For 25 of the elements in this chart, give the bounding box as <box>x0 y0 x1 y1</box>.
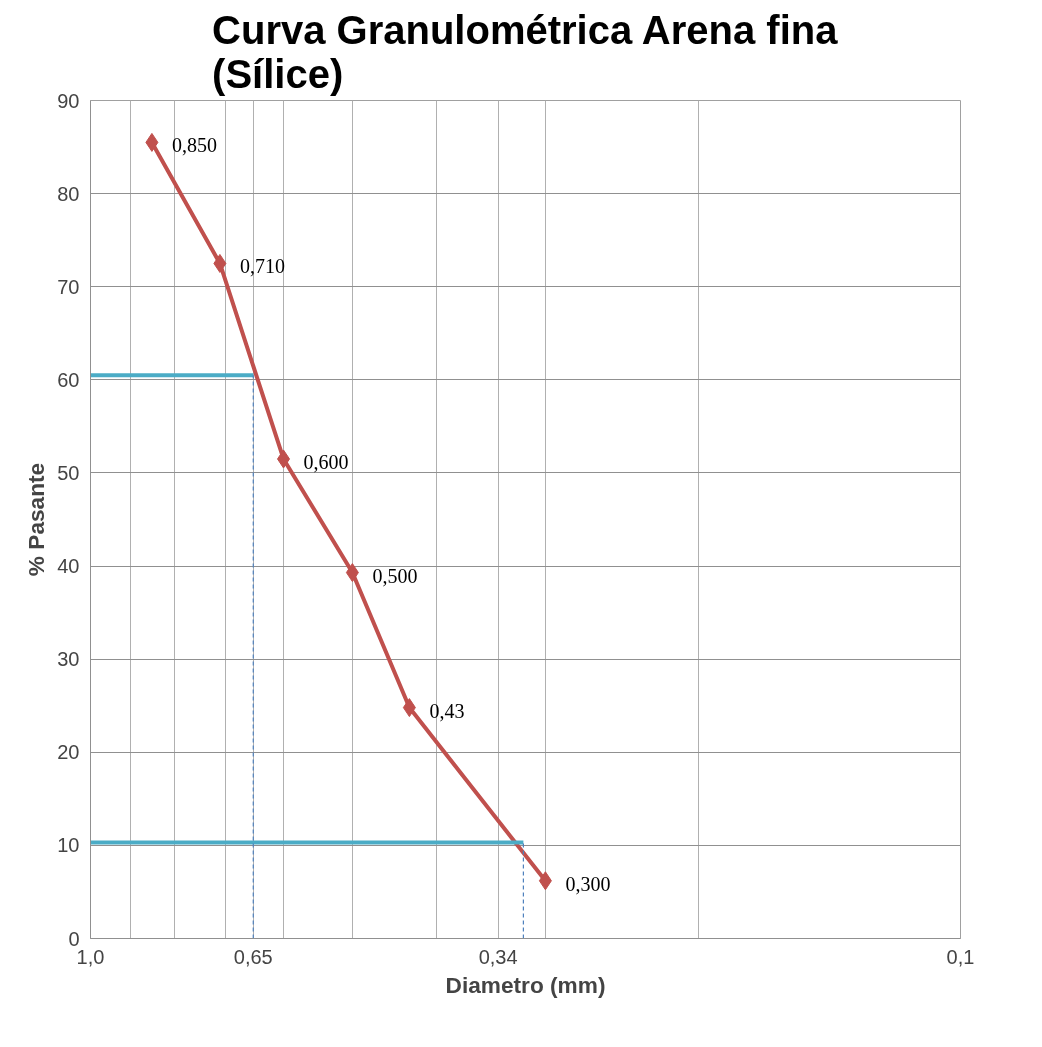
y-tick-label: 20 <box>57 741 80 764</box>
point <box>213 253 227 273</box>
point <box>145 132 159 152</box>
y-axis-title: % Pasante <box>23 462 50 577</box>
y-tick-label: 90 <box>57 89 80 112</box>
annotation: 0,710 <box>239 255 285 278</box>
annotation: 0,850 <box>171 134 217 157</box>
annotation: 0,600 <box>303 450 349 473</box>
y-tick-label: 50 <box>57 461 80 484</box>
y-tick-label: 40 <box>57 555 80 578</box>
y-tick-label: 60 <box>57 368 80 391</box>
x-axis-title: Diametro (mm) <box>445 971 606 998</box>
x-tick-label: 0,1 <box>946 945 975 968</box>
annotation: 0,43 <box>429 699 465 722</box>
y-tick-label: 80 <box>57 182 80 205</box>
y-tick-label: 30 <box>57 648 80 671</box>
y-tick-label: 10 <box>57 834 80 857</box>
point <box>345 563 359 583</box>
chart-title: Curva Granulométrica Arena fina (Sílice) <box>212 7 839 96</box>
annotation: 0,500 <box>372 564 418 587</box>
y-tick-label: 70 <box>57 275 80 298</box>
point <box>277 449 291 469</box>
x-tick-label: 0,65 <box>233 945 273 968</box>
x-tick-label: 0,34 <box>478 945 518 968</box>
annotation: 0,300 <box>565 872 611 895</box>
